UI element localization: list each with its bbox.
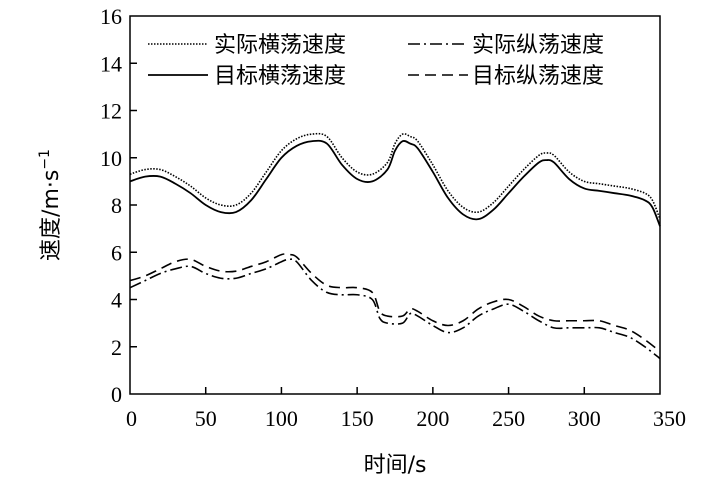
y-tick-label: 4 xyxy=(111,288,122,313)
x-tick-label: 350 xyxy=(653,406,686,431)
x-tick-label: 150 xyxy=(341,406,374,431)
x-axis-label: 时间/s xyxy=(364,453,427,478)
y-tick-label: 2 xyxy=(111,335,122,360)
y-tick-label: 12 xyxy=(100,99,122,124)
x-tick-label: 100 xyxy=(265,406,298,431)
legend: 实际横荡速度 实际纵荡速度 目标横荡速度 目标纵荡速度 xyxy=(148,33,604,89)
y-axis-label: 速度/m·s−1 xyxy=(37,149,64,261)
y-tick-label: 16 xyxy=(100,4,122,29)
y-tick-label: 0 xyxy=(111,382,122,407)
y-axis-label-group: 速度/m·s−1 xyxy=(37,149,64,261)
legend-label-series-4: 目标纵荡速度 xyxy=(472,64,604,89)
series-line-1 xyxy=(129,132,661,220)
y-tick-label: 8 xyxy=(111,193,122,218)
x-axis: 0 50 100 150 200 250 300 350 xyxy=(126,387,686,431)
y-axis-label-main: 速度/m·s xyxy=(39,170,64,261)
y-tick-label: 14 xyxy=(100,51,122,76)
x-tick-label: 200 xyxy=(416,406,449,431)
series-line-4 xyxy=(129,253,661,353)
x-tick-label: 50 xyxy=(195,406,217,431)
legend-label-series-1: 实际横荡速度 xyxy=(214,33,346,58)
y-axis: 0 2 4 6 8 10 12 14 16 xyxy=(100,4,137,407)
series-line-2 xyxy=(129,139,661,227)
y-tick-label: 10 xyxy=(100,146,122,171)
x-tick-label: 300 xyxy=(568,406,601,431)
series-layer xyxy=(129,132,661,360)
legend-label-series-3: 实际纵荡速度 xyxy=(472,33,604,58)
series-line-3 xyxy=(129,258,661,360)
y-tick-label: 6 xyxy=(111,240,122,265)
y-axis-label-exponent: −1 xyxy=(37,149,53,170)
x-tick-label: 250 xyxy=(492,406,525,431)
legend-label-series-2: 目标横荡速度 xyxy=(214,64,346,89)
x-tick-label: 0 xyxy=(126,406,137,431)
